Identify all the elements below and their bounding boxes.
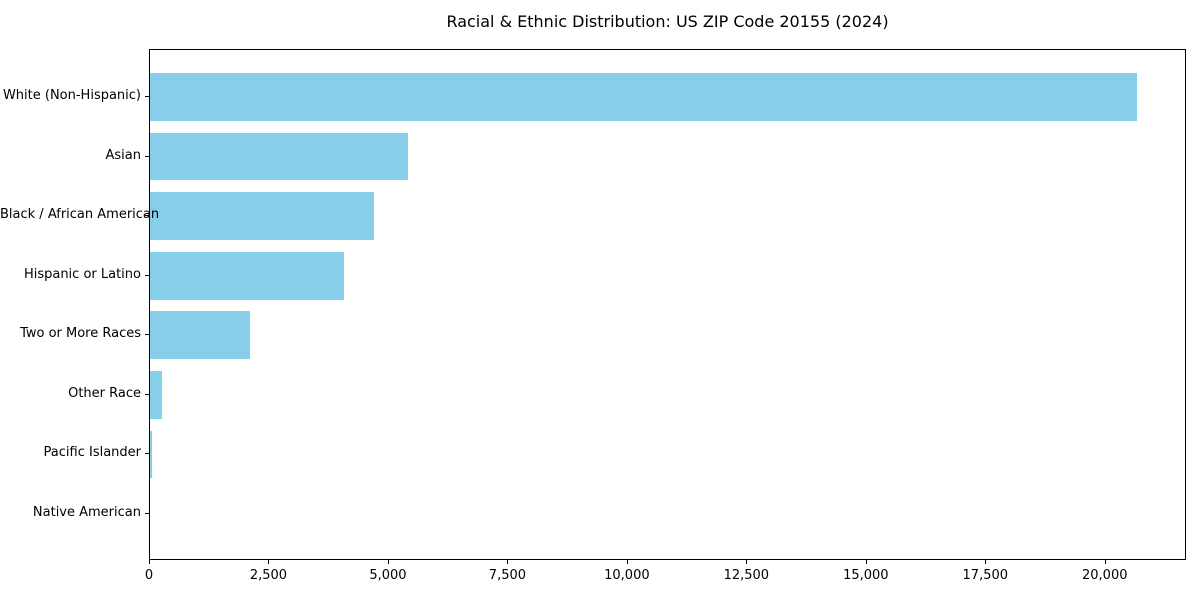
x-tick-label: 7,500	[488, 568, 527, 583]
x-tick-label: 17,500	[962, 568, 1009, 583]
chart-title: Racial & Ethnic Distribution: US ZIP Cod…	[446, 12, 889, 31]
y-axis-label-asian: Asian	[105, 147, 141, 163]
y-tick-mark	[145, 393, 149, 395]
plot-area	[149, 49, 1186, 560]
x-tick-label: 20,000	[1082, 568, 1128, 583]
x-tick-mark	[387, 560, 389, 564]
y-axis-label-black-african-american: Black / African American	[0, 207, 160, 223]
x-tick-mark	[626, 560, 628, 564]
y-tick-mark	[145, 155, 149, 157]
y-axis-label-white-non-hispanic: White (Non-Hispanic)	[2, 88, 141, 104]
bar-other-race	[150, 371, 162, 419]
x-tick-label: 2,500	[249, 568, 288, 583]
y-tick-mark	[145, 274, 149, 276]
x-tick-label: 0	[144, 568, 154, 583]
y-tick-mark	[145, 453, 149, 455]
y-axis-label-native-american: Native American	[32, 504, 141, 520]
bar-asian	[150, 132, 409, 181]
x-tick-mark	[268, 560, 270, 564]
x-tick-label: 5,000	[369, 568, 407, 583]
bar-white-non-hispanic	[150, 73, 1138, 121]
y-axis-label-hispanic-or-latino: Hispanic or Latino	[23, 266, 141, 282]
y-tick-mark	[145, 215, 149, 217]
x-tick-mark	[149, 560, 150, 564]
x-tick-mark	[865, 560, 867, 564]
x-tick-label: 12,500	[723, 568, 770, 583]
x-tick-mark	[507, 560, 509, 564]
bar-two-or-more-races	[150, 311, 251, 360]
x-tick-label: 10,000	[604, 568, 650, 583]
x-tick-mark	[985, 560, 987, 564]
x-tick-mark	[746, 560, 748, 564]
bar-hispanic-or-latino	[150, 251, 345, 300]
bar-black-african-american	[150, 192, 375, 240]
y-axis-label-pacific-islander: Pacific Islander	[43, 445, 141, 461]
bar-pacific-islander	[150, 430, 152, 479]
y-axis-label-two-or-more-races: Two or More Races	[20, 326, 141, 342]
x-tick-mark	[1104, 560, 1106, 564]
x-tick-label: 15,000	[843, 568, 889, 583]
y-tick-mark	[145, 512, 149, 514]
y-axis-label-other-race: Other Race	[68, 385, 141, 401]
y-tick-mark	[145, 334, 149, 336]
y-tick-mark	[145, 96, 149, 98]
